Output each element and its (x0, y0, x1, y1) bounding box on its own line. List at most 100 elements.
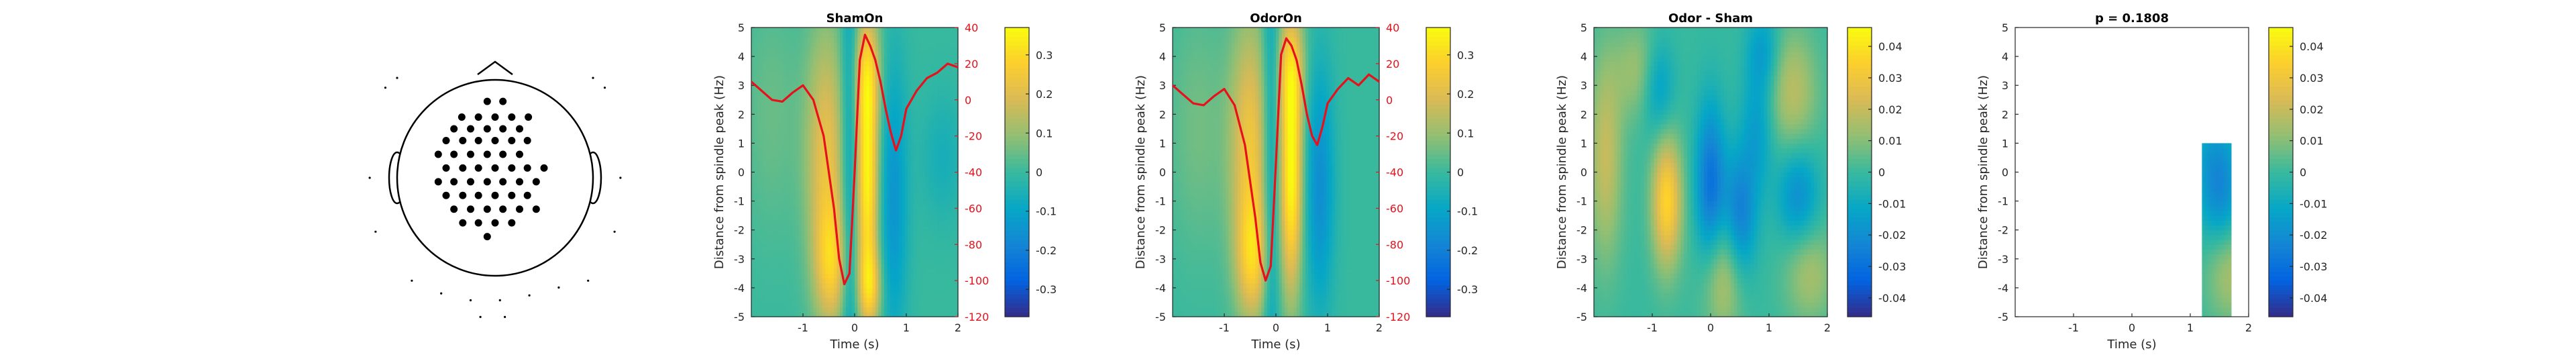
heatmap-cell (931, 75, 935, 81)
heatmap-cell (769, 70, 773, 76)
heatmap-cell (810, 61, 814, 67)
electrode-dot (483, 150, 491, 158)
heatmap-cell (893, 181, 897, 187)
heatmap-cell (1181, 297, 1185, 303)
heatmap-cell (804, 191, 808, 197)
heatmap-cell (796, 293, 799, 298)
heatmap-cell (810, 32, 814, 38)
heatmap-cell (1187, 240, 1191, 245)
heatmap-cell (830, 167, 835, 173)
heatmap-cell (922, 220, 926, 226)
heatmap-cell (754, 176, 758, 183)
heatmap-cell (784, 167, 788, 173)
heatmap-cell (931, 119, 935, 125)
heatmap-cell (931, 205, 935, 211)
electrode-dot (483, 97, 491, 105)
heatmap-cell (775, 282, 779, 289)
heatmap-cell (934, 167, 938, 173)
heatmap-cell (825, 61, 828, 67)
heatmap-cell (816, 210, 820, 216)
heatmap-cell (1196, 240, 1200, 245)
heatmap-cell (840, 114, 843, 120)
heatmap-cell (804, 240, 808, 245)
heatmap-cell (922, 162, 926, 168)
heatmap-cell (810, 162, 814, 168)
heatmap-cell (751, 278, 755, 284)
heatmap-cell (766, 225, 769, 231)
heatmap-cell (813, 176, 817, 183)
heatmap-cell (955, 254, 959, 260)
heatmap-cell (857, 51, 861, 57)
heatmap-cell (849, 75, 853, 81)
heatmap-cell (904, 99, 908, 105)
right-y-tick-label: -80 (965, 238, 982, 251)
heatmap-cell (869, 109, 873, 115)
heatmap-cell (843, 187, 847, 192)
heatmap-cell (857, 191, 861, 197)
heatmap-cell (937, 240, 941, 245)
heatmap-cell (860, 172, 864, 178)
heatmap-cell (946, 56, 950, 62)
heatmap-cell (813, 191, 817, 197)
heatmap-cell (810, 114, 814, 120)
heatmap-cell (804, 123, 808, 130)
heatmap-cell (825, 99, 828, 105)
heatmap-cell (837, 70, 841, 76)
heatmap-cell (819, 90, 823, 96)
heatmap-cell (869, 293, 873, 298)
heatmap-cell (919, 263, 923, 269)
heatmap-cell (878, 229, 882, 236)
colorbar-tick-label: 0 (1036, 166, 1042, 179)
electrode-dot (523, 137, 531, 145)
heatmap-cell (869, 311, 873, 317)
heatmap-cell (925, 240, 929, 245)
heatmap-cell (1199, 263, 1203, 269)
heatmap-cell (843, 143, 847, 149)
heatmap-cell (952, 254, 956, 260)
heatmap-cell (834, 56, 838, 62)
electrode-dot (450, 178, 458, 186)
heatmap-cell (1181, 37, 1185, 43)
heatmap-cell (786, 244, 790, 250)
heatmap-cell (757, 278, 761, 284)
heatmap-cell (899, 210, 902, 216)
heatmap-cell (830, 293, 835, 298)
heatmap-cell (1184, 254, 1188, 260)
heatmap-cell (810, 210, 814, 216)
heatmap-cell (955, 157, 959, 163)
heatmap-cell (792, 134, 796, 139)
heatmap-cell (928, 234, 932, 240)
heatmap-cell (751, 249, 755, 255)
heatmap-cell (1193, 32, 1197, 38)
heatmap-cell (784, 278, 788, 284)
heatmap-cell (928, 28, 932, 33)
heatmap-cell (1199, 128, 1203, 134)
heatmap-cell (816, 240, 820, 245)
heatmap-cell (784, 32, 788, 38)
heatmap-cell (925, 70, 929, 76)
heatmap-cell (955, 240, 959, 245)
heatmap-cell (916, 28, 920, 33)
heatmap-cell (946, 143, 950, 149)
heatmap-cell (754, 128, 758, 134)
heatmap-cell (1190, 240, 1194, 245)
heatmap-cell (1199, 273, 1203, 279)
heatmap-cell (884, 225, 888, 231)
heatmap-cell (893, 287, 897, 293)
heatmap-cell (777, 81, 782, 86)
heatmap-cell (804, 51, 808, 57)
heatmap-cell (908, 293, 912, 298)
heatmap-cell (955, 99, 959, 105)
heatmap-cell (804, 187, 808, 192)
heatmap-cell (896, 268, 900, 274)
heatmap-cell (855, 278, 858, 284)
heatmap-cell (1193, 176, 1197, 183)
heatmap-cell (849, 128, 853, 134)
heatmap-cell (822, 220, 826, 226)
heatmap-cell (813, 278, 817, 284)
heatmap-cell (1187, 282, 1191, 289)
heatmap-cell (955, 119, 959, 125)
heatmap-cell (790, 42, 794, 48)
heatmap-cell (754, 148, 758, 154)
heatmap-cell (813, 138, 817, 144)
